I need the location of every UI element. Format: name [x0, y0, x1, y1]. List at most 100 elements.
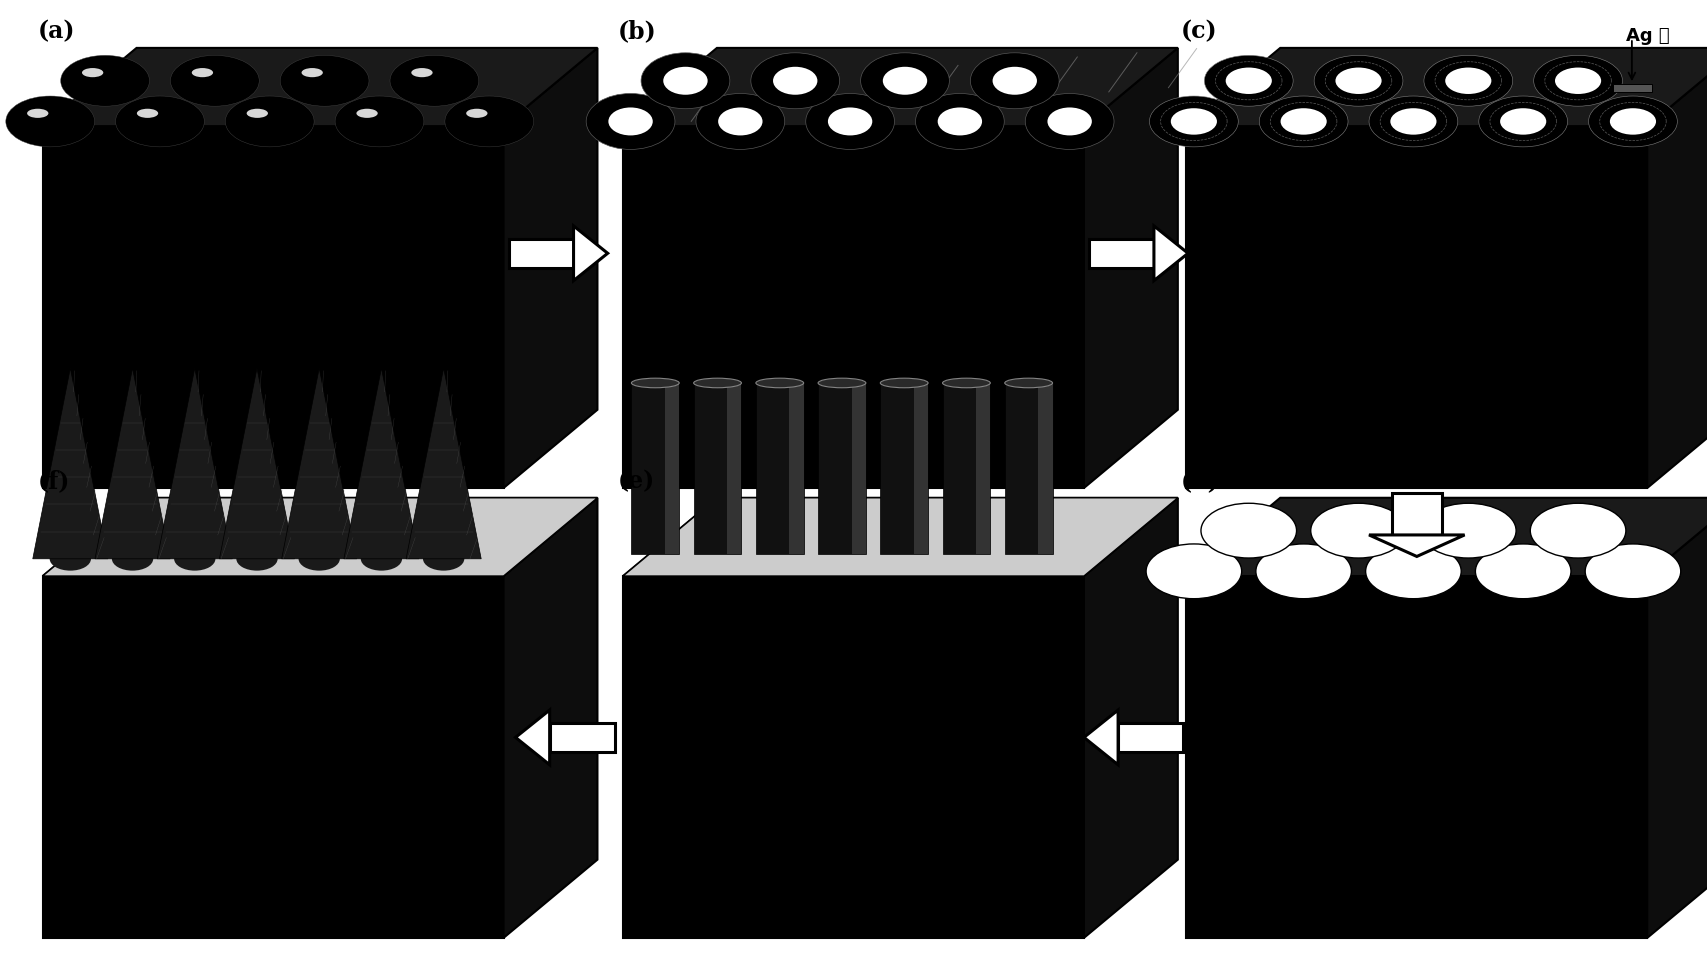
- Ellipse shape: [881, 379, 929, 389]
- Circle shape: [389, 57, 478, 107]
- Ellipse shape: [137, 109, 159, 119]
- Circle shape: [1500, 109, 1547, 136]
- Circle shape: [1314, 57, 1403, 107]
- Text: (a): (a): [38, 19, 75, 43]
- Circle shape: [1478, 97, 1567, 148]
- Polygon shape: [818, 384, 865, 555]
- Ellipse shape: [942, 379, 990, 389]
- Polygon shape: [343, 368, 418, 559]
- Ellipse shape: [756, 379, 804, 389]
- Ellipse shape: [1289, 112, 1304, 119]
- Polygon shape: [406, 368, 481, 559]
- Polygon shape: [1369, 535, 1465, 557]
- Circle shape: [5, 97, 94, 148]
- Circle shape: [335, 97, 423, 148]
- Circle shape: [1171, 109, 1217, 136]
- Circle shape: [1256, 544, 1352, 599]
- Text: (b): (b): [618, 19, 657, 43]
- Polygon shape: [1154, 227, 1188, 281]
- Polygon shape: [976, 384, 990, 555]
- Polygon shape: [1186, 127, 1647, 488]
- Ellipse shape: [1400, 112, 1415, 119]
- Polygon shape: [1038, 384, 1053, 555]
- Polygon shape: [1084, 49, 1178, 489]
- Ellipse shape: [883, 67, 927, 96]
- Ellipse shape: [719, 108, 763, 137]
- Ellipse shape: [1048, 108, 1092, 137]
- Polygon shape: [43, 49, 597, 127]
- Polygon shape: [1613, 85, 1652, 93]
- Polygon shape: [1647, 49, 1707, 489]
- Ellipse shape: [915, 95, 1004, 150]
- Circle shape: [174, 547, 215, 571]
- Ellipse shape: [1180, 112, 1195, 119]
- Circle shape: [280, 57, 369, 107]
- Text: (c): (c): [1181, 19, 1217, 43]
- Polygon shape: [756, 384, 804, 555]
- Ellipse shape: [27, 109, 48, 119]
- Circle shape: [61, 57, 150, 107]
- Circle shape: [1610, 109, 1656, 136]
- Polygon shape: [1647, 498, 1707, 938]
- Ellipse shape: [1234, 72, 1250, 78]
- Polygon shape: [43, 127, 504, 488]
- Polygon shape: [913, 384, 929, 555]
- Circle shape: [1335, 68, 1381, 95]
- Polygon shape: [623, 498, 1178, 576]
- Ellipse shape: [835, 112, 852, 119]
- Ellipse shape: [725, 112, 743, 119]
- Circle shape: [299, 547, 340, 571]
- Ellipse shape: [586, 95, 674, 150]
- Polygon shape: [1084, 710, 1118, 765]
- Polygon shape: [504, 498, 597, 938]
- Ellipse shape: [1005, 379, 1053, 389]
- Text: (f): (f): [38, 468, 70, 492]
- Ellipse shape: [642, 54, 731, 109]
- Polygon shape: [43, 498, 597, 576]
- Polygon shape: [504, 49, 597, 489]
- Polygon shape: [623, 498, 1178, 576]
- Polygon shape: [1391, 493, 1442, 535]
- Ellipse shape: [1618, 112, 1634, 119]
- Polygon shape: [32, 368, 108, 559]
- Ellipse shape: [466, 109, 488, 119]
- Circle shape: [1420, 504, 1516, 559]
- Ellipse shape: [615, 112, 633, 119]
- Polygon shape: [852, 384, 865, 555]
- Polygon shape: [881, 384, 929, 555]
- Circle shape: [171, 57, 259, 107]
- Polygon shape: [1186, 498, 1707, 576]
- Circle shape: [446, 97, 534, 148]
- Circle shape: [1424, 57, 1512, 107]
- Ellipse shape: [944, 112, 963, 119]
- Polygon shape: [220, 368, 295, 559]
- Ellipse shape: [1343, 72, 1360, 78]
- Circle shape: [1533, 57, 1622, 107]
- Polygon shape: [942, 384, 990, 555]
- Circle shape: [1529, 504, 1625, 559]
- Ellipse shape: [669, 71, 688, 79]
- Polygon shape: [574, 227, 608, 281]
- Ellipse shape: [818, 379, 865, 389]
- Polygon shape: [1186, 49, 1707, 127]
- Ellipse shape: [806, 95, 894, 150]
- Circle shape: [1205, 57, 1294, 107]
- Polygon shape: [1089, 239, 1154, 269]
- Circle shape: [1311, 504, 1407, 559]
- Polygon shape: [282, 368, 357, 559]
- Circle shape: [1555, 68, 1601, 95]
- Ellipse shape: [1454, 72, 1470, 78]
- Text: (e): (e): [618, 468, 655, 492]
- Circle shape: [360, 547, 403, 571]
- Ellipse shape: [411, 69, 432, 78]
- Polygon shape: [727, 384, 741, 555]
- Polygon shape: [632, 384, 679, 555]
- Circle shape: [1366, 544, 1461, 599]
- Ellipse shape: [246, 109, 268, 119]
- Ellipse shape: [828, 108, 872, 137]
- Ellipse shape: [1026, 95, 1115, 150]
- Circle shape: [1280, 109, 1326, 136]
- Ellipse shape: [1509, 112, 1524, 119]
- Ellipse shape: [937, 108, 982, 137]
- Circle shape: [1149, 97, 1238, 148]
